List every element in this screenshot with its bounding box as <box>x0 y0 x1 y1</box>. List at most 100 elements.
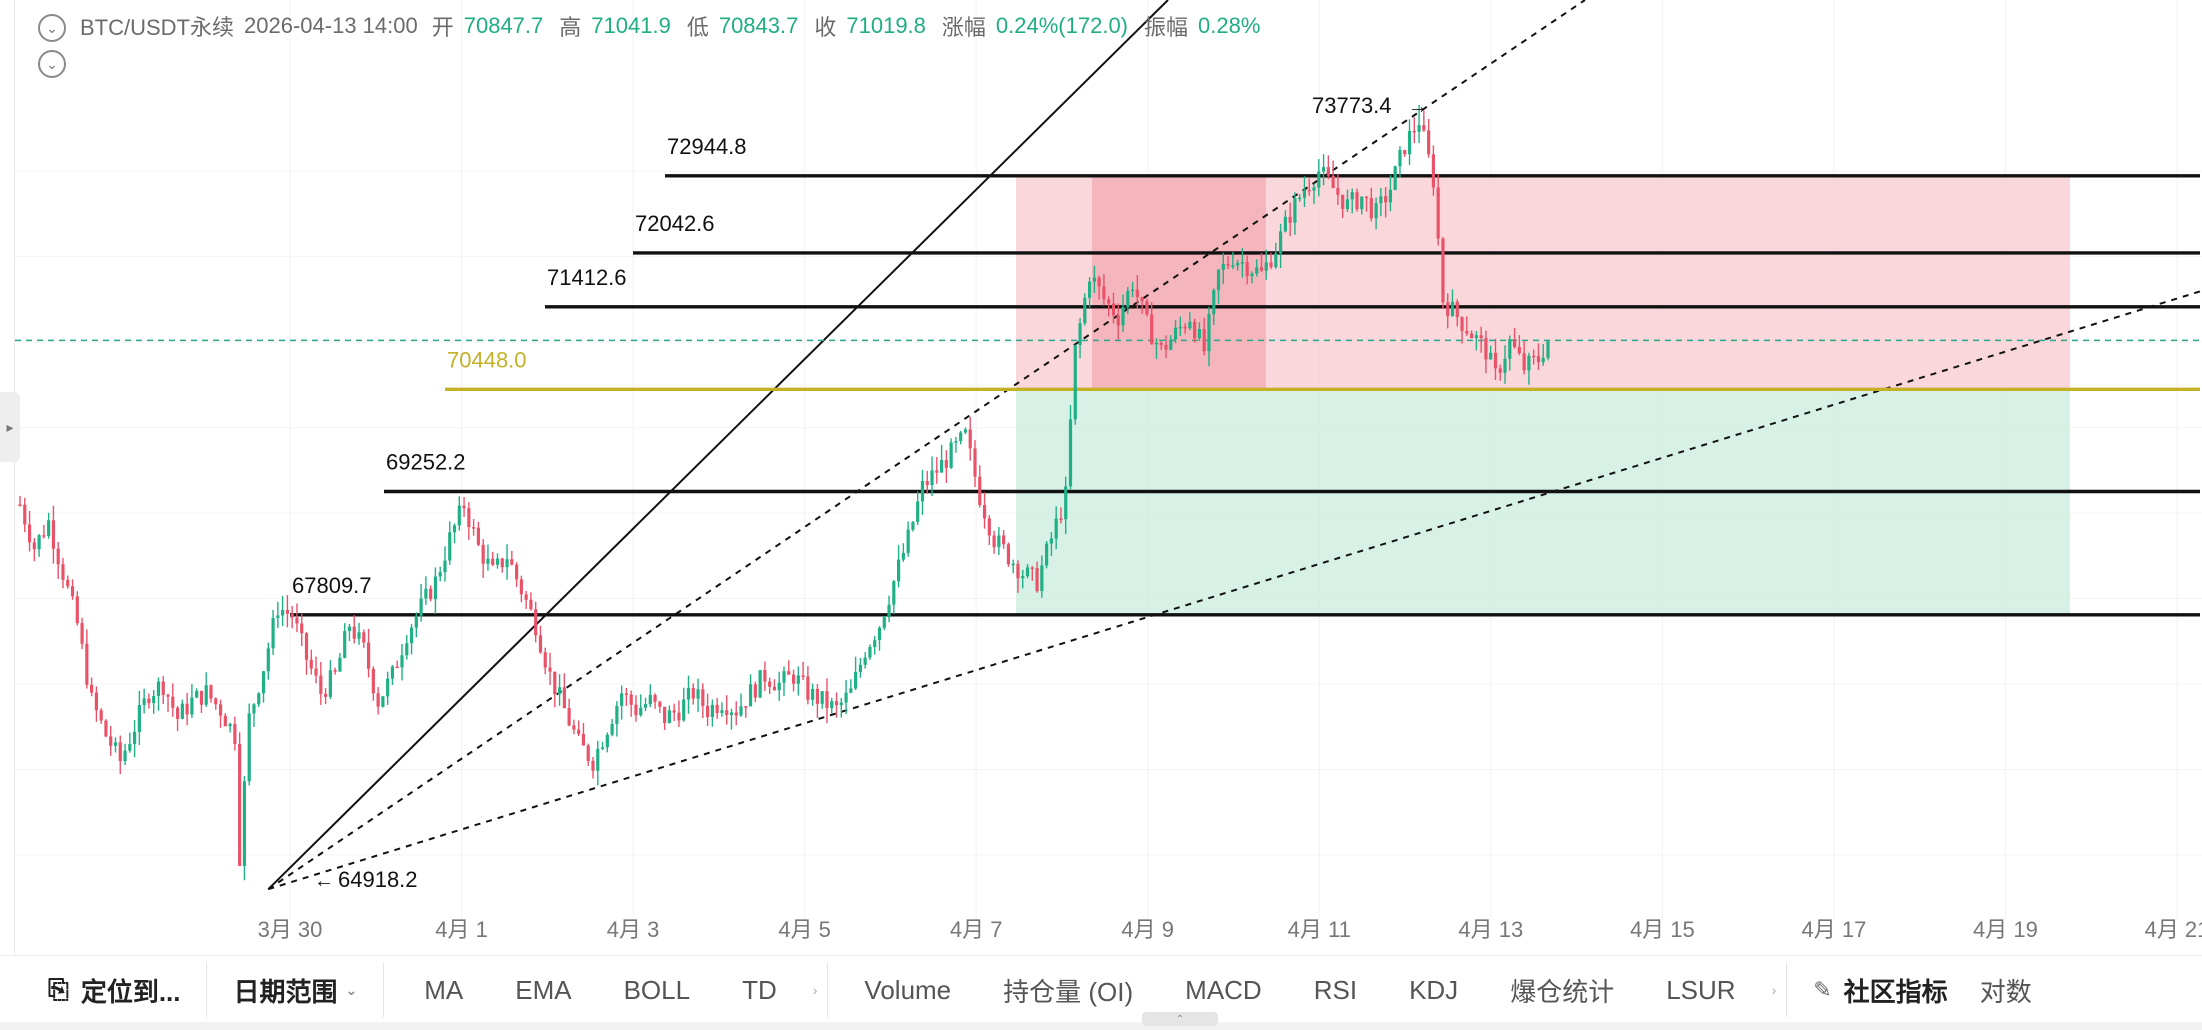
candle <box>400 644 404 681</box>
candle <box>1068 405 1073 490</box>
candle <box>1154 338 1159 359</box>
candle <box>1030 566 1034 581</box>
candle <box>467 502 471 540</box>
indicator-label: BOLL <box>623 974 691 1005</box>
candle-body <box>1393 166 1397 190</box>
sub-indicator-kdj[interactable]: KDJ <box>1383 956 1484 1024</box>
candle-body <box>309 659 313 669</box>
candle <box>1169 335 1173 351</box>
candle <box>285 595 289 628</box>
candle-body <box>438 572 442 577</box>
candle <box>1059 507 1063 524</box>
low-annotation: 64918.2 <box>338 867 418 892</box>
candle <box>1111 292 1116 324</box>
candle-body <box>1460 317 1464 331</box>
candle <box>677 700 681 728</box>
candle <box>1045 541 1049 569</box>
candle <box>1197 322 1202 342</box>
candle <box>744 706 748 718</box>
sub-indicator-liquidation[interactable]: 爆仓统计 <box>1484 956 1640 1024</box>
candle <box>987 515 991 546</box>
candle-body <box>1517 347 1521 354</box>
amplitude-label: 振幅 <box>1144 15 1189 40</box>
collapse-legend-icon[interactable]: ⌄ <box>38 14 66 42</box>
candle-body <box>1388 189 1393 203</box>
candle <box>199 690 204 713</box>
chart-area[interactable]: 72944.8 72042.6 71412.6 70448.0 69252.2 67809… <box>0 0 2202 955</box>
candle-body <box>1412 130 1416 133</box>
candle-body <box>1193 321 1197 339</box>
candle-body <box>75 596 79 624</box>
candle <box>1006 542 1011 567</box>
sub-indicator-macd[interactable]: MACD <box>1159 956 1288 1024</box>
candle-body <box>748 684 753 707</box>
candle-body <box>949 442 953 468</box>
candle-body <box>271 618 275 649</box>
candle-body <box>916 501 920 522</box>
x-tick-label: 4月 17 <box>1801 917 1866 942</box>
candle <box>1274 242 1278 269</box>
arrow-left-icon: ← <box>314 870 334 892</box>
bottom-toolbar: ⎘ 定位到... 日期范围 ⌄ MA EMA BOLL TD › Volume … <box>0 955 2202 1024</box>
candle <box>495 553 500 569</box>
candle <box>1236 259 1240 271</box>
candle <box>1427 119 1431 158</box>
price-chart[interactable]: 72944.8 72042.6 71412.6 70448.0 69252.2 67809… <box>0 0 2202 955</box>
candle-body <box>1398 150 1402 167</box>
candle-body <box>1369 198 1373 219</box>
indicator-ema[interactable]: EMA <box>489 956 597 1024</box>
sub-indicator-rsi[interactable]: RSI <box>1288 956 1383 1024</box>
candle <box>1102 274 1106 306</box>
candle <box>1532 349 1536 365</box>
side-panel-toggle-icon[interactable]: ▸ <box>0 392 20 462</box>
candle-body <box>1317 171 1321 188</box>
candle <box>80 617 84 650</box>
candle <box>1336 173 1340 205</box>
locate-button[interactable]: ⎘ 定位到... <box>0 956 206 1024</box>
candle-body <box>820 691 824 704</box>
indicator-boll[interactable]: BOLL <box>598 956 717 1024</box>
resize-handle-icon[interactable]: ⌃ <box>1142 1012 1218 1026</box>
candle <box>949 438 953 469</box>
candle-body <box>352 626 356 639</box>
indicator-ma[interactable]: MA <box>384 956 489 1024</box>
candle-body <box>1546 340 1550 358</box>
candle-body <box>768 681 772 687</box>
candle-body <box>357 632 361 639</box>
candle <box>409 624 414 655</box>
candle-body <box>935 470 939 473</box>
candle <box>768 677 772 695</box>
chevron-right-icon[interactable]: › <box>1771 982 1777 998</box>
x-tick-label: 4月 7 <box>950 917 1003 942</box>
candle <box>706 693 710 726</box>
indicator-td[interactable]: TD <box>716 956 803 1024</box>
candle-body <box>510 559 514 565</box>
level-label: 71412.6 <box>547 265 627 290</box>
candle <box>319 662 323 705</box>
candle-body <box>1016 563 1020 579</box>
candle <box>314 656 318 684</box>
candle-body <box>1111 303 1116 316</box>
candle <box>1522 340 1526 375</box>
candle <box>1092 265 1096 294</box>
chevron-right-icon[interactable]: › <box>812 982 818 998</box>
compare-button[interactable]: 对数 <box>1974 956 2058 1024</box>
candle <box>328 660 332 700</box>
sub-indicator-oi[interactable]: 持仓量 (OI) <box>977 956 1159 1024</box>
candle-body <box>930 470 934 485</box>
candle <box>343 623 347 659</box>
date-range-button[interactable]: 日期范围 ⌄ <box>207 956 383 1024</box>
candle <box>123 743 127 766</box>
trend-line-dashed <box>268 289 2202 891</box>
candle <box>1025 564 1030 579</box>
candle-body <box>1202 329 1206 352</box>
sub-indicator-volume[interactable]: Volume <box>828 956 977 1024</box>
high-annotation: 73773.4 <box>1312 93 1392 118</box>
candle <box>634 695 638 722</box>
candle <box>1474 331 1478 351</box>
candle-body <box>1407 130 1412 155</box>
expand-indicators-icon[interactable]: ⌄ <box>38 50 66 78</box>
candle <box>1226 255 1230 270</box>
community-indicators-button[interactable]: ✎ 社区指标 <box>1787 956 1973 1024</box>
sub-indicator-lsur[interactable]: LSUR <box>1640 956 1761 1024</box>
